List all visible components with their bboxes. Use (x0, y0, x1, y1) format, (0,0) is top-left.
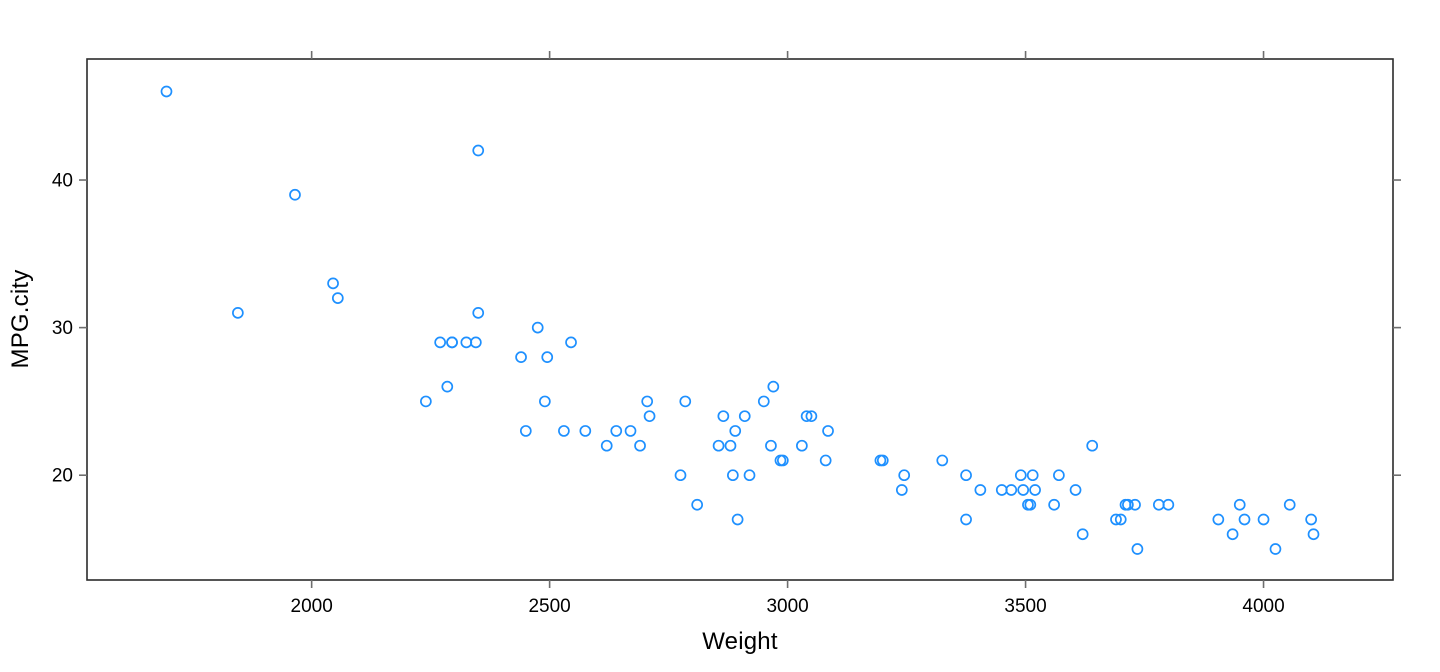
y-tick-label: 40 (52, 171, 73, 192)
data-point (434, 336, 447, 349)
data-point (515, 351, 527, 363)
data-point (579, 425, 592, 437)
data-point (796, 439, 808, 452)
plot-box (86, 58, 1394, 581)
data-point (898, 469, 911, 482)
data-point (691, 498, 704, 511)
data-point (712, 439, 725, 452)
data-point (460, 336, 473, 349)
data-point (1226, 528, 1239, 541)
data-point (1152, 498, 1165, 511)
data-point (331, 292, 344, 304)
data-point (974, 484, 987, 496)
data-point (1053, 469, 1065, 482)
data-point (936, 454, 949, 467)
x-tick-label: 4000 (1242, 596, 1284, 617)
data-point (679, 395, 692, 408)
data-point (767, 380, 780, 393)
data-point (1283, 498, 1296, 511)
data-point (765, 439, 777, 452)
data-point (541, 351, 554, 363)
data-point (1017, 484, 1030, 496)
y-tick-label: 20 (52, 466, 73, 487)
y-axis-title: MPG.city (7, 269, 34, 369)
data-point (1122, 498, 1134, 511)
data-point (729, 425, 742, 437)
data-point (641, 395, 654, 408)
data-point (160, 85, 173, 98)
data-point (1069, 484, 1082, 496)
data-point (558, 425, 570, 437)
data-point (531, 321, 544, 334)
data-point (624, 425, 637, 437)
data-point (731, 513, 744, 526)
data-point (472, 307, 485, 319)
data-point (1114, 513, 1127, 526)
data-point (1238, 513, 1251, 526)
data-point (757, 395, 770, 408)
data-point (1129, 498, 1141, 511)
data-point (776, 454, 789, 467)
data-point (995, 484, 1008, 496)
data-point (1305, 513, 1317, 526)
x-tick-label: 2000 (291, 596, 333, 617)
data-point (539, 395, 551, 408)
data-point (565, 336, 577, 349)
data-point (1086, 439, 1099, 452)
data-point (1076, 528, 1089, 541)
data-point (674, 469, 687, 482)
data-point (800, 410, 813, 423)
data-point (1048, 498, 1060, 511)
data-point (1110, 513, 1122, 526)
data-point (1026, 469, 1039, 482)
data-point (1233, 498, 1246, 511)
data-point (738, 410, 751, 423)
data-point (232, 307, 244, 319)
y-tick-label: 30 (52, 318, 73, 339)
x-tick-label: 2500 (528, 596, 570, 617)
x-axis-title: Weight (702, 628, 778, 655)
data-point (960, 469, 972, 482)
data-point (960, 513, 972, 526)
data-point (1024, 498, 1037, 511)
data-point (472, 144, 485, 157)
data-point (289, 188, 301, 201)
data-point (1257, 513, 1270, 526)
data-point (327, 277, 339, 290)
data-point (446, 336, 458, 349)
data-point (1014, 469, 1027, 482)
data-point (1212, 513, 1225, 526)
data-point (643, 410, 656, 423)
x-tick-label: 3000 (766, 596, 808, 617)
data-point (819, 454, 832, 467)
data-point (1307, 528, 1320, 541)
x-tick-label: 3500 (1004, 596, 1046, 617)
data-point (724, 439, 737, 452)
data-point (1269, 543, 1282, 555)
data-point (600, 439, 613, 452)
data-point (895, 484, 908, 496)
data-point (822, 425, 834, 437)
data-point (743, 469, 756, 482)
data-point (469, 336, 482, 349)
data-point (727, 469, 739, 482)
data-point (1162, 498, 1175, 511)
data-point (519, 425, 532, 437)
data-point (1029, 484, 1041, 496)
data-point (1131, 543, 1144, 555)
data-point (876, 454, 889, 467)
data-point (420, 395, 432, 408)
data-point (441, 380, 454, 393)
data-point (717, 410, 730, 423)
data-point (634, 439, 646, 452)
data-point (805, 410, 818, 423)
data-point (610, 425, 623, 437)
data-point (1005, 484, 1018, 496)
